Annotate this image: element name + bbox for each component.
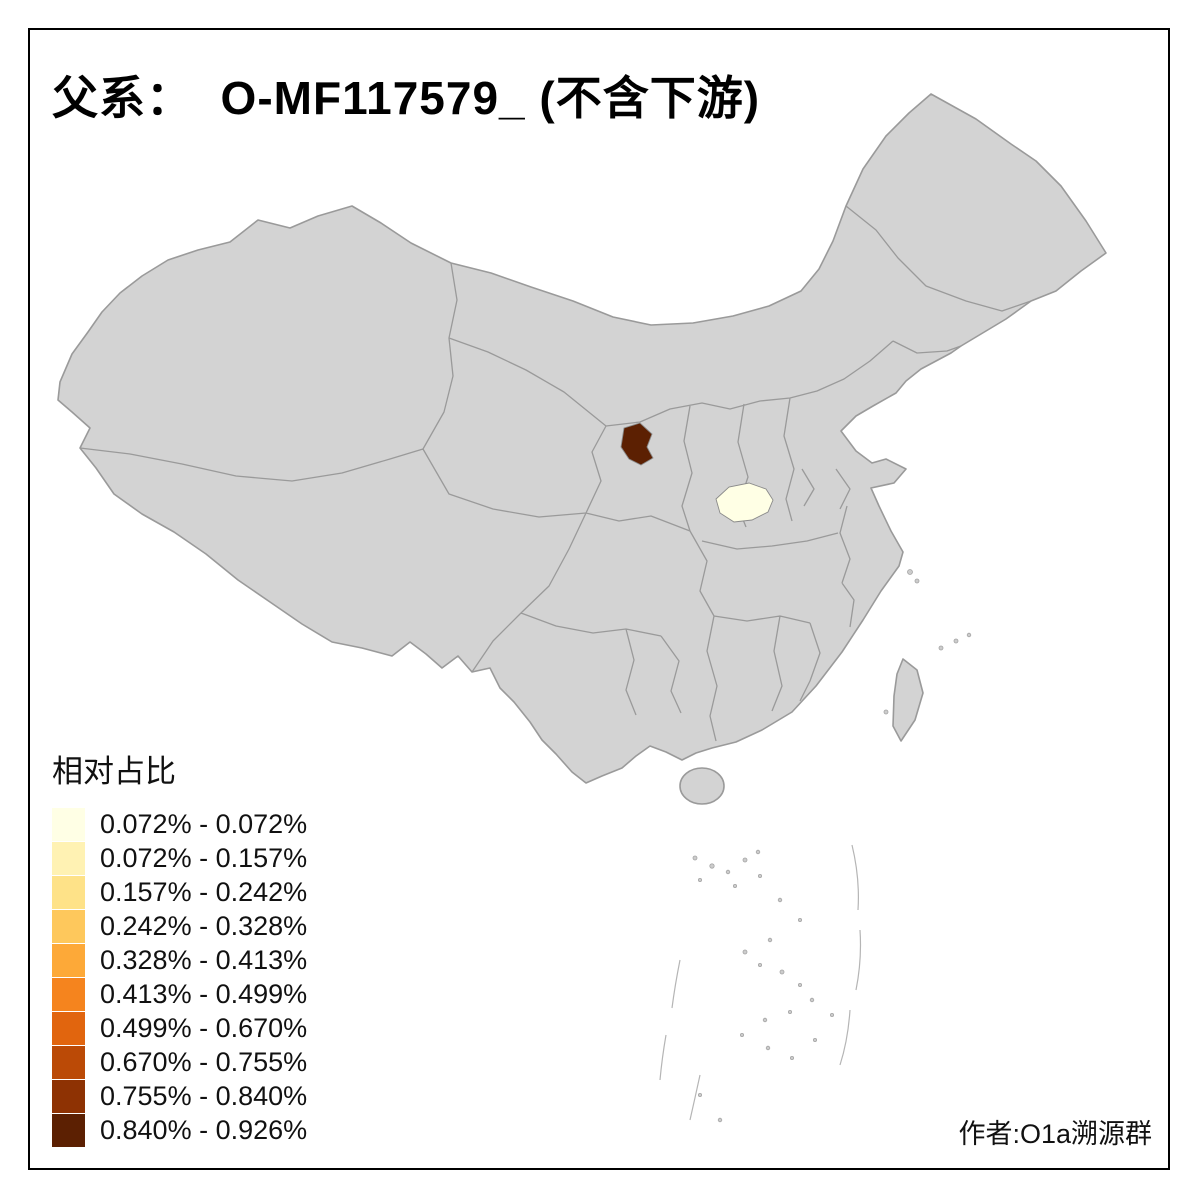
- legend-swatch: [52, 875, 85, 909]
- legend-swatch: [52, 909, 85, 943]
- legend-item: 0.072% - 0.157%: [52, 841, 307, 875]
- legend-swatch: [52, 841, 85, 875]
- legend-item: 0.328% - 0.413%: [52, 943, 307, 977]
- legend-swatch: [52, 1079, 85, 1113]
- legend-swatch: [52, 943, 85, 977]
- legend-label: 0.072% - 0.072%: [100, 808, 308, 839]
- province-borders: [79, 205, 1032, 742]
- legend-label: 0.072% - 0.157%: [100, 842, 308, 873]
- hainan-island: [679, 767, 725, 805]
- legend-title: 相对占比: [52, 754, 176, 789]
- legend-swatch: [52, 1113, 85, 1147]
- legend-label: 0.157% - 0.242%: [100, 876, 308, 907]
- legend-label: 0.755% - 0.840%: [100, 1080, 308, 1111]
- legend-label: 0.413% - 0.499%: [100, 978, 308, 1009]
- china-outline: [57, 93, 1107, 784]
- map-title: 父系： O-MF117579_ (不含下游): [52, 72, 761, 124]
- legend-label: 0.499% - 0.670%: [100, 1012, 308, 1043]
- south-china-sea-islands: [692, 569, 972, 1123]
- legend-swatch: [52, 977, 85, 1011]
- legend-item: 0.157% - 0.242%: [52, 875, 307, 909]
- legend-item: 0.499% - 0.670%: [52, 1011, 307, 1045]
- region-min-value: [715, 482, 774, 523]
- legend-label: 0.242% - 0.328%: [100, 910, 308, 941]
- region-max-value: [620, 422, 654, 466]
- legend-label: 0.670% - 0.755%: [100, 1046, 308, 1077]
- author-credit: 作者:O1a溯源群: [958, 1119, 1152, 1149]
- legend-swatch: [52, 1011, 85, 1045]
- legend: 相对占比 0.072% - 0.072% 0.072% - 0.157% 0.1…: [52, 746, 307, 1147]
- legend-item: 0.413% - 0.499%: [52, 977, 307, 1011]
- legend-item: 0.072% - 0.072%: [52, 807, 307, 841]
- legend-item: 0.840% - 0.926%: [52, 1113, 307, 1147]
- legend-item: 0.242% - 0.328%: [52, 909, 307, 943]
- legend-item: 0.755% - 0.840%: [52, 1079, 307, 1113]
- legend-label: 0.840% - 0.926%: [100, 1114, 308, 1145]
- legend-label: 0.328% - 0.413%: [100, 944, 308, 975]
- legend-item: 0.670% - 0.755%: [52, 1045, 307, 1079]
- sea-boundary-dashes: [659, 844, 862, 1121]
- taiwan-island: [892, 658, 924, 742]
- legend-swatch: [52, 1045, 85, 1079]
- legend-swatch: [52, 807, 85, 841]
